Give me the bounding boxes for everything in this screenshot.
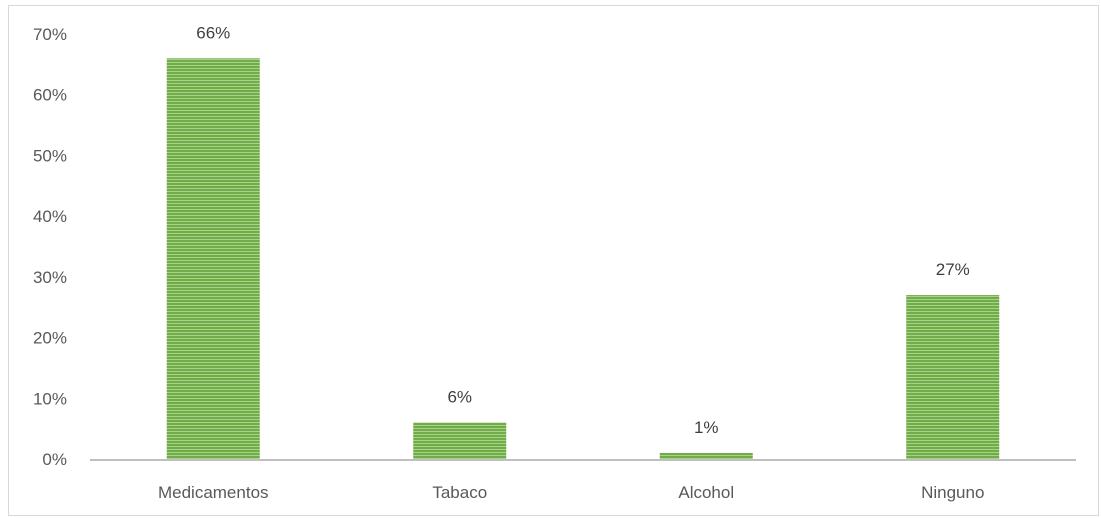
x-tick-label-alcohol: Alcohol — [678, 483, 734, 502]
y-tick-label: 50% — [33, 146, 67, 165]
data-label-ninguno: 27% — [936, 260, 970, 279]
y-tick-label: 20% — [33, 329, 67, 348]
bar-tabaco — [413, 422, 507, 459]
y-tick-label: 10% — [33, 389, 67, 408]
bar-alcohol — [659, 452, 753, 459]
data-label-tabaco: 6% — [447, 388, 472, 407]
y-tick-label: 70% — [33, 25, 67, 44]
x-tick-label-medicamentos: Medicamentos — [158, 483, 269, 502]
bar-medicamentos — [166, 58, 260, 460]
y-axis-tick-labels: 0% 10% 20% 30% 40% 50% 60% 70% — [33, 25, 67, 469]
data-label-alcohol: 1% — [694, 418, 719, 437]
y-tick-label: 60% — [33, 86, 67, 105]
x-axis-tick-labels: Medicamentos Tabaco Alcohol Ninguno — [158, 483, 984, 502]
y-tick-label: 0% — [42, 450, 67, 469]
x-tick-label-ninguno: Ninguno — [921, 483, 984, 502]
data-label-medicamentos: 66% — [196, 23, 230, 42]
x-tick-label-tabaco: Tabaco — [432, 483, 487, 502]
y-tick-label: 30% — [33, 268, 67, 287]
bar-ninguno — [906, 295, 1000, 459]
y-tick-label: 40% — [33, 207, 67, 226]
bars — [166, 58, 1000, 460]
data-labels: 66% 6% 1% 27% — [196, 23, 970, 437]
